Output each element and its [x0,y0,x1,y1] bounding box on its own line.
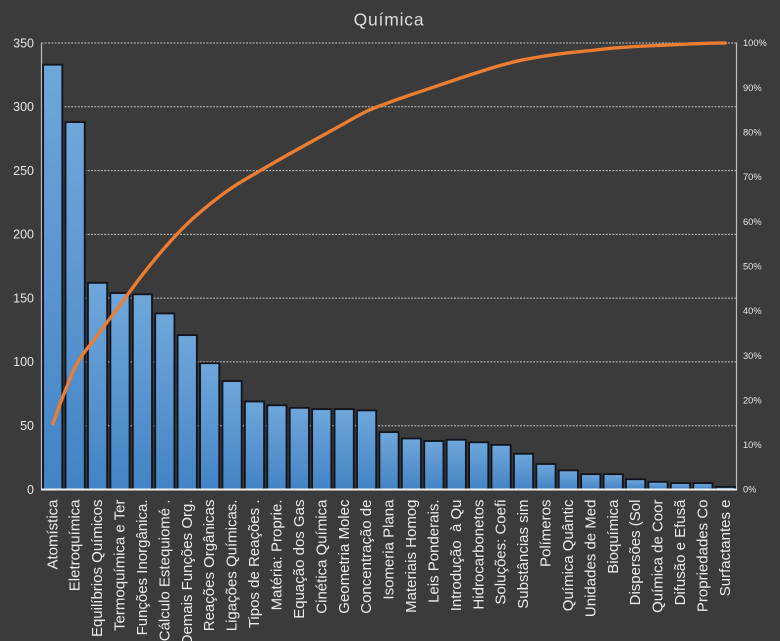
svg-text:Introdução à Qu: Introdução à Qu [448,500,465,612]
svg-text:Química de Coor: Química de Coor [650,500,667,613]
svg-text:90%: 90% [743,83,762,93]
svg-text:0: 0 [27,483,34,497]
svg-text:40%: 40% [743,306,762,316]
svg-text:10%: 10% [743,440,762,450]
svg-text:Funções Inorgânica.: Funções Inorgânica. [134,500,151,636]
svg-text:Concentração de: Concentração de [358,500,375,614]
svg-text:350: 350 [13,36,34,50]
svg-text:Bioquímica: Bioquímica [605,499,622,574]
svg-text:Atomística: Atomística [44,499,61,570]
svg-text:0%: 0% [743,485,756,495]
svg-text:Geometria Molec: Geometria Molec [336,499,353,614]
svg-text:Leis Ponderais.: Leis Ponderais. [425,500,442,603]
svg-text:Demais Funções Org.: Demais Funções Org. [179,500,196,641]
svg-text:Unidades de Med: Unidades de Med [582,500,599,618]
svg-text:100%: 100% [743,38,767,48]
svg-text:Polímeros: Polímeros [538,500,555,568]
svg-text:Tipos de Reações .: Tipos de Reações . [246,500,263,629]
svg-text:Surfactantes e: Surfactantes e [717,500,734,597]
svg-text:Cálculo Estequiomé .: Cálculo Estequiomé . [156,500,173,641]
svg-text:Termoquímica e Ter: Termoquímica e Ter [112,500,129,631]
svg-text:Difusão e Efusã: Difusão e Efusã [672,499,689,606]
svg-text:Química: Química [354,10,425,30]
svg-text:Eletroquímica: Eletroquímica [67,499,84,591]
svg-text:Hidrocarbonetos: Hidrocarbonetos [470,500,487,610]
svg-text:250: 250 [13,164,34,178]
svg-text:Cinética Química: Cinética Química [313,499,330,614]
svg-text:100: 100 [13,355,34,369]
svg-text:80%: 80% [743,128,762,138]
svg-text:Equação dos Gas: Equação dos Gas [291,500,308,619]
svg-text:Isomeria Plana: Isomeria Plana [381,499,398,600]
svg-text:300: 300 [13,100,34,114]
svg-text:Substâncias sim: Substâncias sim [515,500,532,609]
svg-text:50%: 50% [743,261,762,271]
svg-text:Dispersões (Sol: Dispersões (Sol [627,500,644,606]
svg-text:200: 200 [13,228,34,242]
svg-text:60%: 60% [743,217,762,227]
svg-text:Matéria: Proprie.: Matéria: Proprie. [269,500,286,611]
svg-text:Soluções: Coefi: Soluções: Coefi [493,500,510,605]
svg-text:Ligações Químicas.: Ligações Químicas. [224,500,241,632]
svg-text:Equilíbrios Químicos: Equilíbrios Químicos [89,500,106,638]
svg-text:Química Quântic: Química Quântic [560,499,577,611]
svg-text:20%: 20% [743,395,762,405]
svg-text:150: 150 [13,291,34,305]
svg-text:Reações Orgânicas: Reações Orgânicas [201,500,218,632]
svg-text:Propriedades Co: Propriedades Co [695,500,712,613]
svg-text:30%: 30% [743,351,762,361]
svg-text:70%: 70% [743,172,762,182]
svg-text:50: 50 [20,419,34,433]
svg-text:Materiais Homog: Materiais Homog [403,500,420,613]
